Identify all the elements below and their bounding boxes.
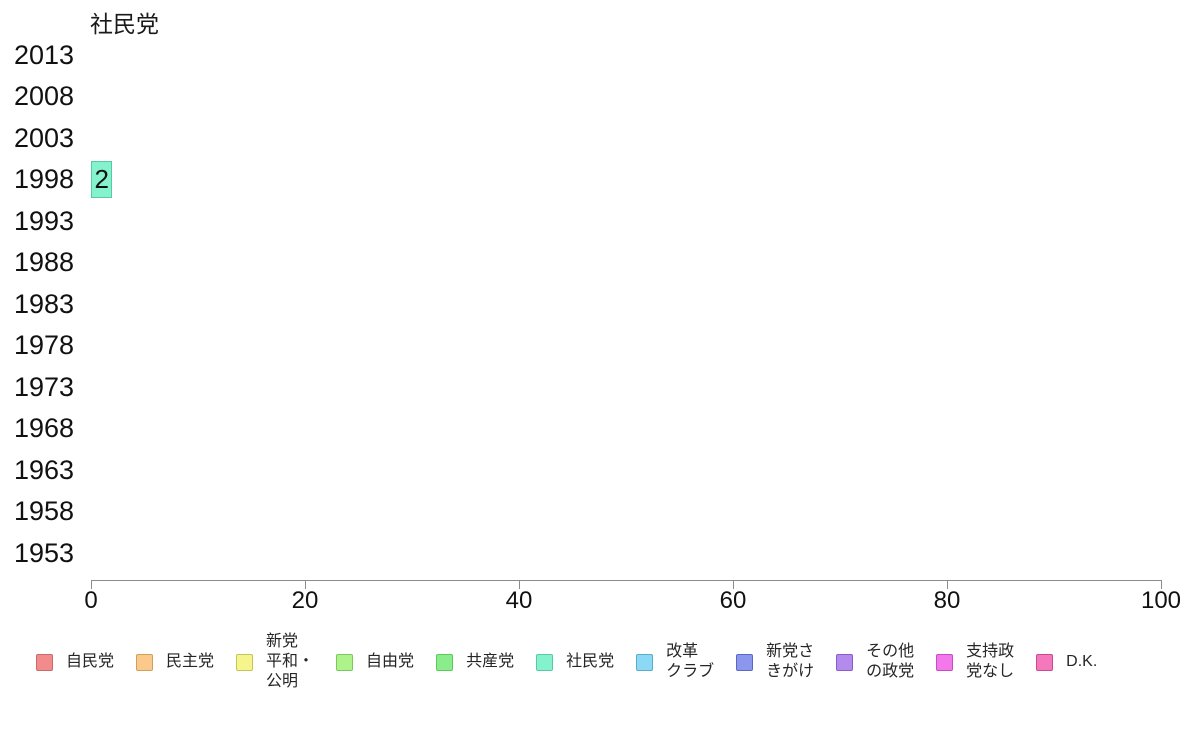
legend-label: その他 の政党 [866,643,915,680]
legend-swatch [936,653,954,671]
x-axis-tick-label: 20 [291,587,319,614]
legend-swatch [736,653,754,671]
legend-swatch [136,653,154,671]
legend-swatch [536,653,554,671]
y-axis-tick-label: 1993 [14,205,75,236]
legend-swatch [836,653,854,671]
x-axis-tick [305,580,306,589]
y-axis-tick-label: 1973 [14,371,75,402]
legend-item[interactable]: その他 の政党 [836,642,914,682]
x-axis-tick-label: 60 [719,587,747,614]
y-axis-tick-label: 1978 [14,330,75,361]
y-axis-tick-label: 1963 [14,454,75,485]
legend-item[interactable]: 改革 クラブ [636,642,714,682]
y-axis-tick-label: 2008 [14,81,75,112]
legend: 自民党 民主党 新党 平和・ 公明 自由党 共産党 社民党 改革 クラブ 新党さ きがけ その他… [36,632,1097,692]
y-axis-tick-label: 1968 [14,413,75,444]
legend-swatch [436,653,454,671]
x-axis-tick-label: 40 [505,587,533,614]
legend-label: 自由党 [366,653,415,670]
legend-label: 社民党 [566,653,615,670]
legend-swatch [336,653,354,671]
legend-swatch [636,653,654,671]
legend-label: 改革 クラブ [666,643,715,680]
x-axis-tick-label: 80 [933,587,961,614]
legend-label: 支持政 党なし [966,643,1015,680]
y-axis-tick-label: 1983 [14,288,75,319]
x-axis-tick [91,580,92,589]
y-axis-tick-label: 2013 [14,39,75,70]
legend-label: 新党さ きがけ [766,643,815,680]
x-axis-tick [519,580,520,589]
legend-label: 新党 平和・ 公明 [266,633,315,690]
y-axis-tick-label: 1998 [14,164,75,195]
x-axis-tick-label: 0 [84,587,98,614]
legend-item[interactable]: 社民党 [536,652,614,672]
bar-1998[interactable]: 2 [91,161,113,199]
legend-item[interactable]: 自由党 [336,652,414,672]
y-axis-tick-label: 1953 [14,537,75,568]
legend-item[interactable]: D.K. [1036,652,1097,672]
bar-value-label: 2 [94,164,109,195]
legend-item[interactable]: 民主党 [136,652,214,672]
x-axis-tick [733,580,734,589]
legend-item[interactable]: 共産党 [436,652,514,672]
legend-label: 自民党 [66,653,115,670]
y-axis-tick-label: 1958 [14,496,75,527]
x-axis-line [91,580,1161,581]
y-axis-tick-label: 2003 [14,122,75,153]
legend-item[interactable]: 新党さ きがけ [736,642,814,682]
legend-item[interactable]: 自民党 [36,652,114,672]
x-axis-tick-label: 100 [1140,587,1182,614]
legend-item[interactable]: 新党 平和・ 公明 [236,632,314,692]
legend-swatch [236,653,254,671]
x-axis-tick [1161,580,1162,589]
y-axis-tick-label: 1988 [14,247,75,278]
legend-label: 共産党 [466,653,515,670]
legend-label: D.K. [1066,653,1098,670]
x-axis-tick [947,580,948,589]
legend-swatch [1036,653,1054,671]
legend-item[interactable]: 支持政 党なし [936,642,1014,682]
legend-label: 民主党 [166,653,215,670]
legend-swatch [36,653,53,671]
chart-title: 社民党 [90,11,159,37]
